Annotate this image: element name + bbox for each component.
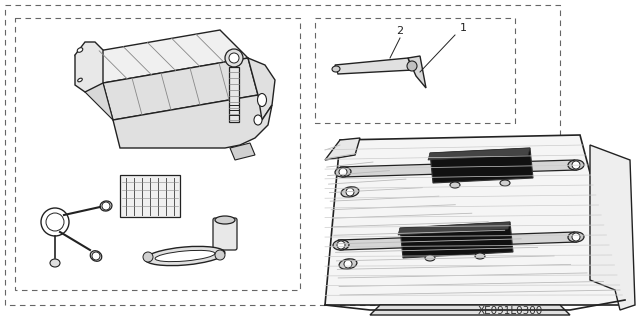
Ellipse shape xyxy=(500,180,510,186)
Circle shape xyxy=(339,168,347,176)
Polygon shape xyxy=(75,42,103,92)
Polygon shape xyxy=(398,222,510,235)
Ellipse shape xyxy=(257,93,266,107)
Ellipse shape xyxy=(77,78,83,82)
Ellipse shape xyxy=(145,246,225,266)
Circle shape xyxy=(572,233,580,241)
FancyBboxPatch shape xyxy=(120,175,180,217)
Polygon shape xyxy=(430,148,533,183)
Circle shape xyxy=(337,241,345,249)
Polygon shape xyxy=(370,305,570,315)
Circle shape xyxy=(102,202,110,210)
Ellipse shape xyxy=(77,48,83,52)
Ellipse shape xyxy=(333,240,349,250)
Circle shape xyxy=(229,53,239,63)
Ellipse shape xyxy=(50,259,60,267)
Bar xyxy=(315,18,515,123)
Ellipse shape xyxy=(215,216,235,224)
Bar xyxy=(5,5,560,305)
Circle shape xyxy=(572,161,580,169)
Polygon shape xyxy=(335,58,413,74)
Polygon shape xyxy=(338,232,577,250)
Polygon shape xyxy=(325,138,360,160)
Circle shape xyxy=(407,61,417,71)
Ellipse shape xyxy=(155,250,215,262)
Polygon shape xyxy=(428,148,530,160)
Polygon shape xyxy=(103,58,258,120)
Ellipse shape xyxy=(568,160,584,170)
Ellipse shape xyxy=(425,255,435,261)
Polygon shape xyxy=(75,55,113,120)
Polygon shape xyxy=(113,95,272,148)
Polygon shape xyxy=(340,160,577,177)
Ellipse shape xyxy=(568,232,584,242)
Circle shape xyxy=(225,49,243,67)
Ellipse shape xyxy=(339,259,357,269)
Circle shape xyxy=(92,252,100,260)
Ellipse shape xyxy=(254,115,262,125)
Ellipse shape xyxy=(335,167,351,177)
Ellipse shape xyxy=(332,66,340,72)
Polygon shape xyxy=(230,143,255,160)
Polygon shape xyxy=(408,56,426,88)
Ellipse shape xyxy=(90,251,102,261)
FancyBboxPatch shape xyxy=(213,218,237,250)
Ellipse shape xyxy=(450,182,460,188)
Ellipse shape xyxy=(341,187,359,197)
Circle shape xyxy=(344,260,352,268)
Ellipse shape xyxy=(100,201,112,211)
Text: 1: 1 xyxy=(460,23,467,33)
Polygon shape xyxy=(590,145,635,310)
Polygon shape xyxy=(400,222,513,258)
Ellipse shape xyxy=(475,253,485,259)
Circle shape xyxy=(215,250,225,260)
Circle shape xyxy=(143,252,153,262)
Polygon shape xyxy=(75,30,248,83)
Polygon shape xyxy=(248,58,275,120)
Circle shape xyxy=(346,188,354,196)
Text: 2: 2 xyxy=(396,26,404,36)
FancyBboxPatch shape xyxy=(229,67,239,122)
Polygon shape xyxy=(325,135,625,305)
Text: XE091L0300: XE091L0300 xyxy=(477,306,543,316)
Bar xyxy=(15,18,300,290)
